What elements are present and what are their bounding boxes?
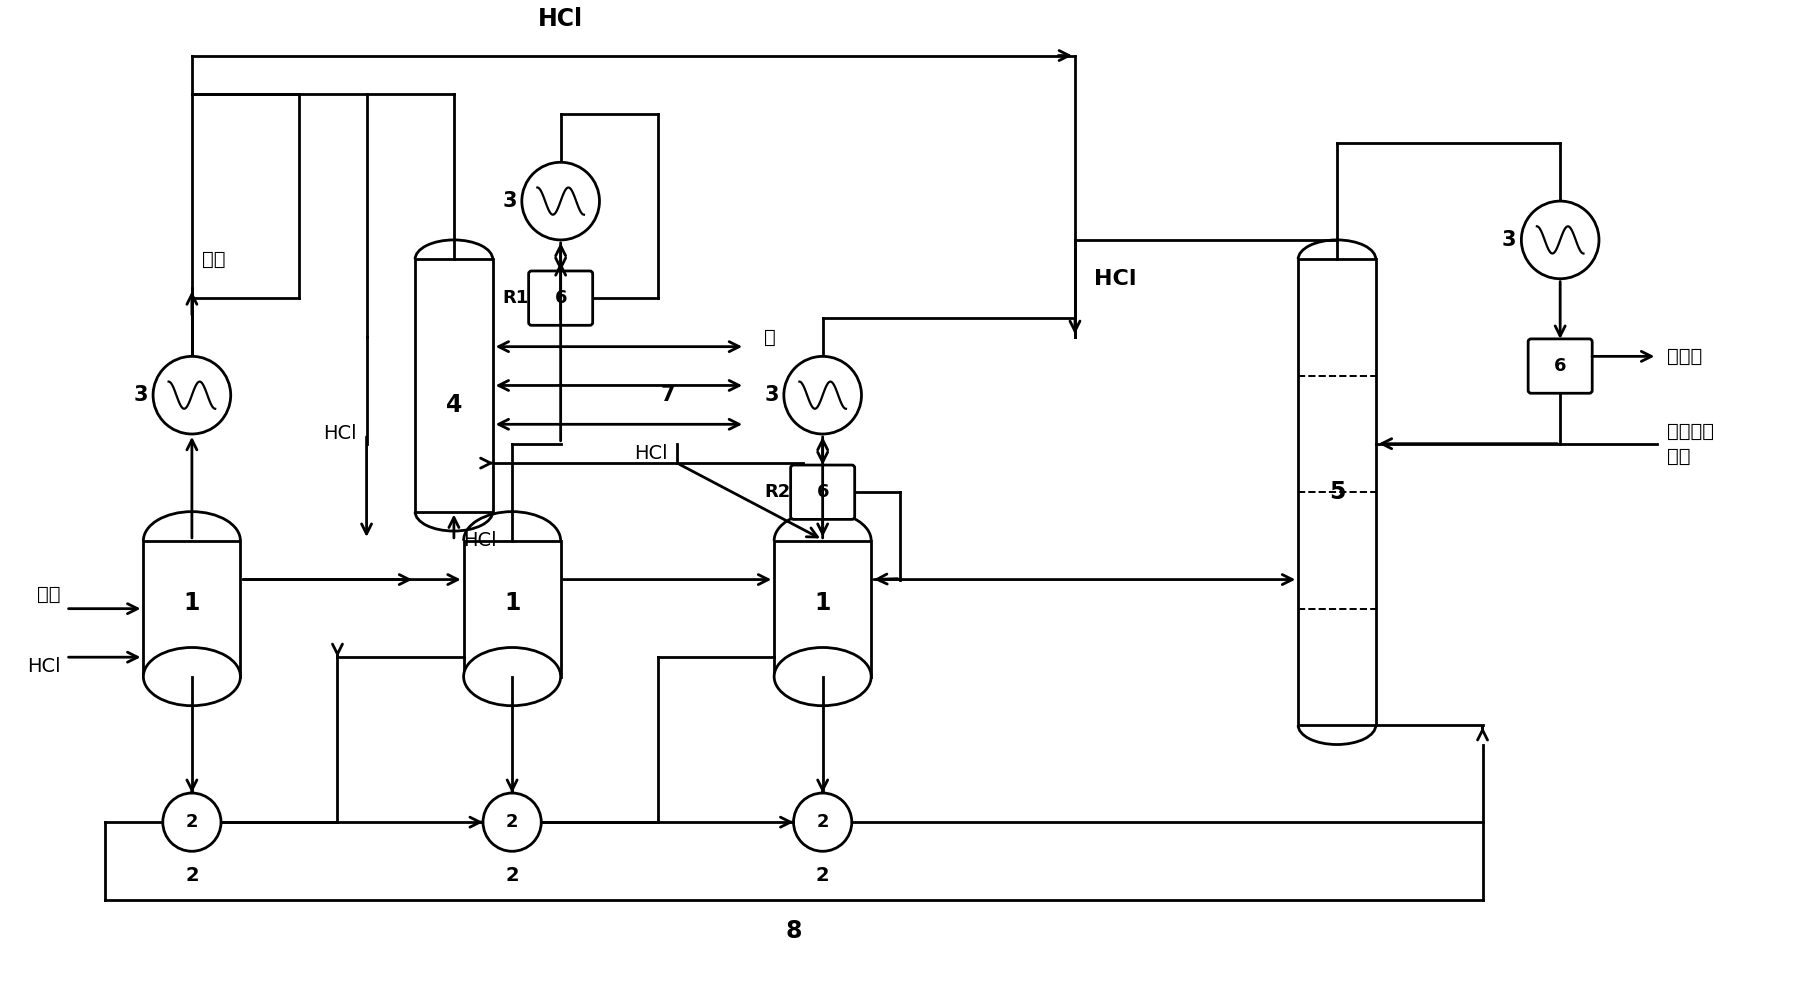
- Text: R2: R2: [764, 483, 790, 502]
- Circle shape: [522, 162, 599, 240]
- Text: 2: 2: [815, 866, 830, 885]
- Text: 2: 2: [186, 866, 198, 885]
- Text: 二氯丙醇
产品: 二氯丙醇 产品: [1667, 421, 1714, 465]
- Text: 6: 6: [817, 483, 828, 502]
- Ellipse shape: [774, 648, 872, 706]
- Ellipse shape: [464, 648, 561, 706]
- Text: 6: 6: [1554, 357, 1567, 375]
- Text: 5: 5: [1329, 480, 1345, 505]
- Text: 2: 2: [186, 813, 198, 831]
- Ellipse shape: [144, 648, 240, 706]
- Text: 8: 8: [784, 919, 803, 943]
- FancyBboxPatch shape: [1529, 339, 1592, 393]
- Bar: [415, 259, 493, 512]
- Text: 2: 2: [506, 813, 519, 831]
- Text: R1: R1: [502, 289, 528, 307]
- Text: 1: 1: [184, 591, 200, 615]
- Text: HCl: HCl: [27, 658, 60, 677]
- Text: HCl: HCl: [633, 443, 668, 462]
- Text: HCl: HCl: [324, 424, 357, 443]
- Text: 3: 3: [1502, 230, 1516, 250]
- Bar: [774, 541, 872, 677]
- Text: 放空: 放空: [202, 250, 226, 269]
- Text: HCl: HCl: [1094, 268, 1138, 288]
- Text: 3: 3: [502, 191, 517, 211]
- Circle shape: [153, 356, 231, 434]
- FancyBboxPatch shape: [528, 271, 593, 325]
- Text: 2: 2: [817, 813, 828, 831]
- Text: HCl: HCl: [464, 532, 497, 551]
- Circle shape: [482, 793, 541, 851]
- Text: 6: 6: [555, 289, 566, 307]
- Bar: [1298, 259, 1376, 725]
- Text: 1: 1: [815, 591, 832, 615]
- Circle shape: [162, 793, 220, 851]
- Text: 4: 4: [446, 392, 462, 416]
- Text: 1: 1: [504, 591, 521, 615]
- Text: 接真空: 接真空: [1667, 347, 1702, 365]
- Text: 水: 水: [764, 327, 775, 346]
- Circle shape: [784, 356, 861, 434]
- Circle shape: [794, 793, 852, 851]
- Text: 2: 2: [506, 866, 519, 885]
- FancyBboxPatch shape: [790, 465, 855, 520]
- Text: 3: 3: [133, 385, 147, 405]
- Text: HCl: HCl: [539, 7, 582, 31]
- Bar: [464, 541, 561, 677]
- Circle shape: [1522, 201, 1600, 278]
- Text: 甘油: 甘油: [38, 585, 60, 604]
- Text: 7: 7: [661, 385, 675, 405]
- Text: 3: 3: [764, 385, 779, 405]
- Bar: [144, 541, 240, 677]
